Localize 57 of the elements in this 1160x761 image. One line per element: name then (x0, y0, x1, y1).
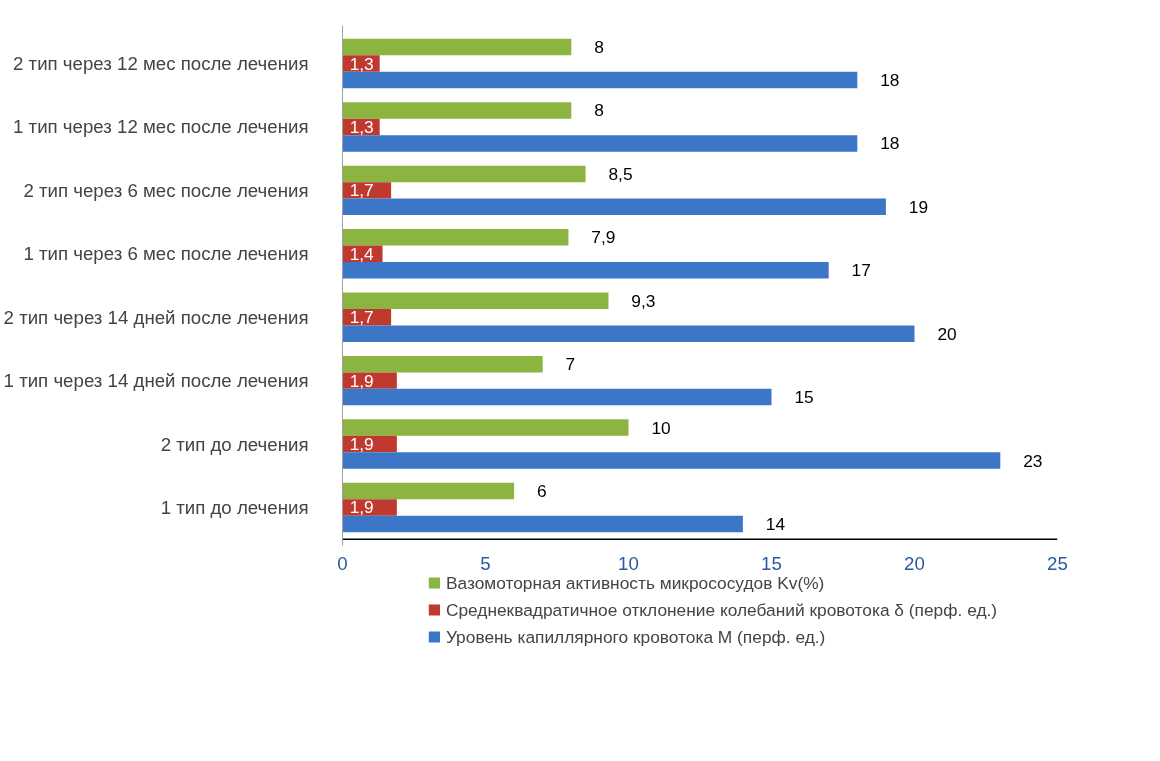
y-tick-label: 2 тип до лечения (160, 433, 309, 455)
data-label: 7 (565, 354, 576, 375)
bar (342, 355, 543, 373)
data-label: 18 (880, 133, 900, 154)
y-tick-label: 2 тип через 6 мес после лечения (23, 179, 309, 201)
data-label: 6 (536, 480, 547, 501)
data-label: 8 (594, 37, 604, 58)
data-label: 1,9 (349, 497, 374, 518)
x-tick-label: 5 (480, 552, 491, 574)
data-label: 7,9 (591, 227, 616, 248)
y-tick-label: 2 тип через 14 дней после лечения (3, 306, 309, 328)
x-tick-label: 15 (761, 552, 782, 574)
data-label: 1,3 (349, 116, 374, 137)
data-label: 8 (594, 100, 604, 121)
bar (342, 165, 586, 183)
data-label: 8,5 (608, 163, 633, 184)
bar (342, 262, 829, 279)
x-tick-label: 10 (618, 552, 639, 574)
y-tick-label: 2 тип через 12 мес после лечения (13, 53, 309, 75)
data-label: 1,7 (349, 307, 374, 328)
bar (342, 38, 572, 56)
bar (342, 325, 915, 342)
bar (342, 515, 743, 533)
bar (342, 482, 515, 500)
data-label: 1,9 (349, 370, 374, 391)
y-tick-label: 1 тип через 12 мес после лечения (13, 116, 309, 138)
bar (342, 135, 858, 152)
legend-label: Уровень капиллярного кровотока M (перф. ед.) (445, 626, 826, 647)
data-label: 18 (880, 70, 900, 91)
data-label: 1,9 (349, 434, 374, 455)
data-label: 9,3 (631, 290, 656, 311)
data-label: 14 (765, 513, 786, 534)
y-tick-label: 1 тип до лечения (160, 496, 309, 518)
data-label: 20 (937, 323, 957, 344)
y-tick-label: 1 тип через 14 дней после лечения (3, 370, 309, 392)
x-tick-label: 25 (1047, 552, 1068, 574)
legend-label: Среднеквадратичное отклонение колебаний кровотока δ (перф. ед.) (445, 599, 998, 620)
data-label: 1,3 (349, 53, 374, 74)
bar (342, 71, 858, 89)
bar (342, 419, 629, 436)
bar (342, 229, 569, 246)
data-label: 17 (851, 260, 871, 281)
legend-label: Вазомоторная активность микрососудов Kv(%) (445, 572, 825, 593)
bar (342, 102, 572, 119)
x-tick-label: 20 (904, 552, 925, 574)
data-label: 23 (1023, 450, 1043, 471)
data-label: 1,4 (349, 243, 375, 264)
y-tick-label: 1 тип через 6 мес после лечения (23, 243, 309, 265)
bar (342, 388, 772, 406)
x-tick-label: 0 (337, 552, 348, 574)
data-label: 1,7 (349, 180, 374, 201)
bar (342, 452, 1001, 469)
bar (342, 292, 609, 309)
bar (342, 198, 886, 216)
data-label: 19 (908, 196, 929, 217)
data-label: 10 (651, 417, 671, 438)
data-label: 15 (794, 387, 814, 408)
